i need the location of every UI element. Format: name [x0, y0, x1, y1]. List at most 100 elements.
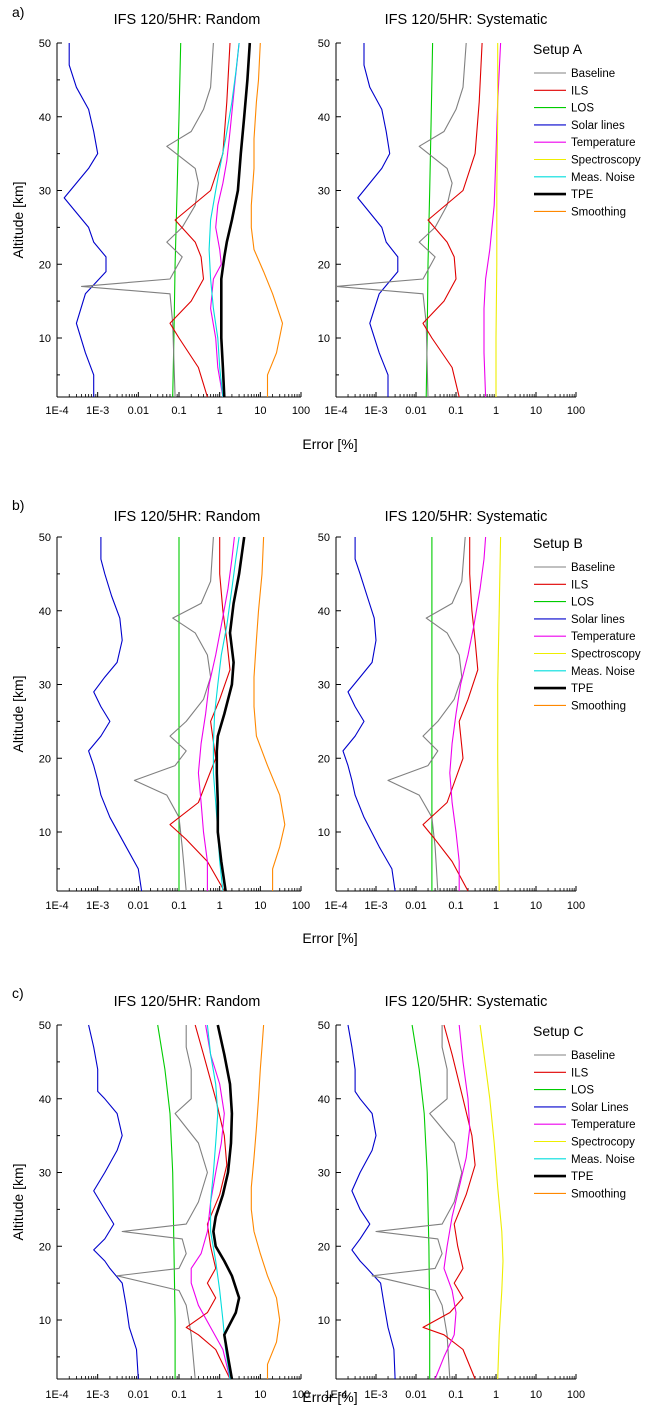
series-ils-line — [422, 537, 479, 892]
panel-title: IFS 120/5HR: Random — [114, 994, 261, 1010]
panel-label: a) — [12, 4, 24, 20]
series-baseline-line — [387, 536, 466, 892]
x-axis-label: Error [%] — [302, 436, 357, 452]
x-tick-label: 10 — [530, 1389, 542, 1401]
y-axis-label: Altitude [km] — [10, 181, 26, 258]
series-baseline-line — [336, 42, 467, 398]
legend-label: LOS — [571, 1085, 594, 1097]
series-spectroscopy-line — [479, 1024, 504, 1380]
x-tick-label: 10 — [254, 1389, 266, 1401]
panel-title: IFS 120/5HR: Systematic — [385, 509, 548, 525]
legend-label: Solar Lines — [571, 1102, 629, 1114]
series-measnoise-line — [206, 1024, 231, 1380]
series-ils-line — [422, 42, 483, 398]
legend-label: Baseline — [571, 68, 615, 80]
x-tick-label: 1E-4 — [45, 1389, 68, 1401]
legend-label: Meas. Noise — [571, 1154, 635, 1166]
legend-label: ILS — [571, 579, 589, 591]
y-tick-label: 30 — [318, 186, 330, 198]
y-tick-label: 50 — [318, 532, 330, 544]
y-axis-label: Altitude [km] — [10, 675, 26, 752]
series-smoothing-line — [250, 1024, 281, 1379]
y-tick-label: 40 — [318, 606, 330, 618]
x-tick-label: 0.1 — [171, 1389, 186, 1401]
series-measnoise-line — [208, 42, 240, 398]
legend-label: ILS — [571, 1067, 589, 1079]
y-tick-label: 10 — [39, 827, 51, 839]
series-solar-line — [88, 1024, 139, 1380]
series-solar-line — [347, 1024, 396, 1380]
series-tpe-line — [212, 1024, 241, 1380]
panel-title: IFS 120/5HR: Systematic — [385, 12, 548, 28]
legend-label: Meas. Noise — [571, 666, 635, 678]
x-tick-label: 10 — [254, 405, 266, 417]
x-tick-label: 1 — [493, 900, 499, 912]
x-tick-label: 1E-4 — [324, 1389, 347, 1401]
legend-label: LOS — [571, 597, 594, 609]
y-tick-label: 50 — [318, 38, 330, 50]
x-tick-label: 1E-3 — [364, 1389, 387, 1401]
legend-label: Smoothing — [571, 1188, 626, 1200]
panel-title: IFS 120/5HR: Random — [114, 12, 261, 28]
y-tick-label: 30 — [318, 680, 330, 692]
series-temperature-line — [190, 1024, 231, 1380]
x-tick-label: 0.01 — [405, 900, 426, 912]
y-tick-label: 10 — [318, 1315, 330, 1327]
legend-label: TPE — [571, 683, 594, 695]
legend-label: Smoothing — [571, 206, 626, 218]
legend-label: Temperature — [571, 137, 636, 149]
x-tick-label: 0.01 — [128, 900, 149, 912]
panel-title: IFS 120/5HR: Random — [114, 509, 261, 525]
x-tick-label: 1 — [217, 405, 223, 417]
y-tick-label: 50 — [39, 1020, 51, 1032]
x-tick-label: 1E-4 — [45, 405, 68, 417]
y-tick-label: 20 — [39, 259, 51, 271]
x-tick-label: 10 — [530, 900, 542, 912]
series-tpe-line — [215, 536, 246, 892]
series-smoothing-line — [250, 42, 284, 397]
y-tick-label: 50 — [39, 38, 51, 50]
x-tick-label: 0.01 — [405, 1389, 426, 1401]
y-tick-label: 10 — [39, 333, 51, 345]
y-tick-label: 50 — [39, 532, 51, 544]
series-solar-line — [342, 537, 396, 892]
y-tick-label: 40 — [318, 1094, 330, 1106]
series-spectroscopy-line — [495, 43, 499, 397]
series-baseline-line — [80, 42, 214, 398]
y-tick-label: 20 — [39, 753, 51, 765]
legend-label: ILS — [571, 85, 589, 97]
series-smoothing-line — [253, 536, 286, 891]
series-baseline-line — [371, 1025, 463, 1380]
setup-label: Setup C — [533, 1023, 584, 1039]
legend-label: Spectroscopy — [571, 649, 641, 661]
x-tick-label: 100 — [567, 1389, 585, 1401]
y-tick-label: 30 — [39, 1168, 51, 1180]
legend-label: TPE — [571, 1171, 594, 1183]
series-ils-line — [185, 1024, 231, 1380]
panel-4: 1E-4 1E-3 0.01 0.1 1 10 100 10 20 30 40 50 IFS 120/5… — [10, 985, 358, 1405]
x-tick-label: 1E-4 — [324, 405, 347, 417]
legend-label: Spectroscopy — [571, 155, 641, 167]
y-tick-label: 50 — [318, 1020, 330, 1032]
series-baseline-line — [116, 1025, 208, 1380]
series-solar-line — [88, 537, 143, 892]
x-tick-label: 0.1 — [448, 900, 463, 912]
y-tick-label: 30 — [39, 680, 51, 692]
x-tick-label: 0.01 — [128, 405, 149, 417]
x-tick-label: 1E-3 — [364, 405, 387, 417]
x-axis-label: Error [%] — [302, 930, 357, 946]
series-temperature-line — [449, 536, 487, 891]
y-tick-label: 30 — [39, 186, 51, 198]
series-los-line — [157, 1024, 176, 1379]
x-tick-label: 100 — [292, 900, 310, 912]
x-tick-label: 1 — [217, 900, 223, 912]
legend-label: Temperature — [571, 1119, 636, 1131]
panel-1: 1E-4 1E-3 0.01 0.1 1 10 100 10 20 30 40 50 IFS 120/5… — [318, 12, 641, 417]
x-tick-label: 1 — [493, 405, 499, 417]
panel-3: 1E-4 1E-3 0.01 0.1 1 10 100 10 20 30 40 50 IFS 120/5… — [318, 509, 641, 912]
panel-label: b) — [12, 497, 24, 513]
x-tick-label: 1E-3 — [86, 1389, 109, 1401]
legend-label: Spectrocopy — [571, 1137, 635, 1149]
x-tick-label: 1E-3 — [86, 405, 109, 417]
y-tick-label: 20 — [318, 259, 330, 271]
